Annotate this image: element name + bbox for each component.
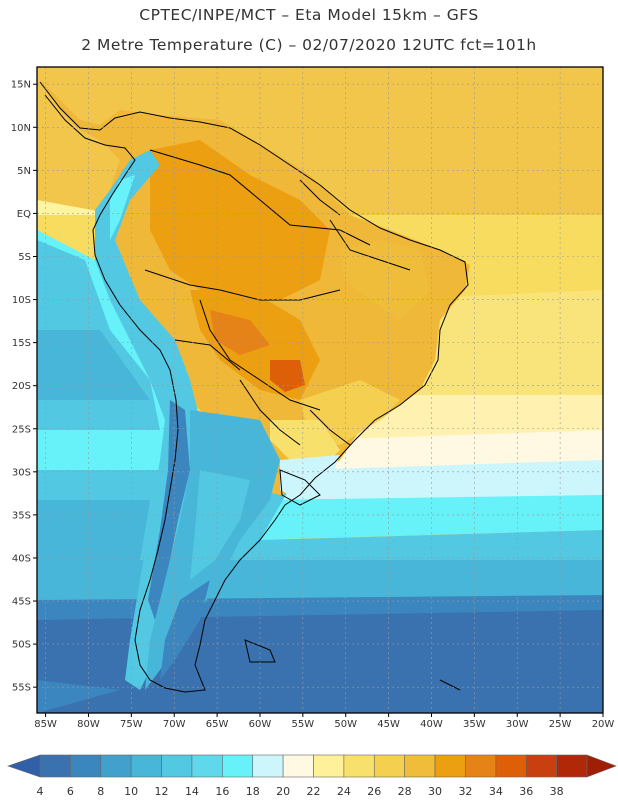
colorbar-swatch xyxy=(70,754,102,778)
lat-label: 10N xyxy=(11,123,31,134)
colorbar-swatch xyxy=(495,754,527,778)
lon-label: 50W xyxy=(334,719,357,730)
colorbar-swatch xyxy=(161,754,193,778)
latitude-axis: 15N 10N 5N EQ 5S 10S 15S 20S 25S 30S 35S 40S 45S 50S 5… xyxy=(11,80,37,694)
colorbar: 4 6 8 10 12 14 16 18 20 22 24 26 28 30 32 34 36 38 xyxy=(7,754,617,798)
map-frame xyxy=(36,66,604,714)
colorbar-swatch xyxy=(100,754,132,778)
lat-label: 55S xyxy=(12,683,31,694)
lon-label: 35W xyxy=(463,719,486,730)
lon-label: 75W xyxy=(120,719,143,730)
lon-label: 45W xyxy=(377,719,400,730)
lon-label: 60W xyxy=(249,719,272,730)
colorbar-label: 14 xyxy=(185,785,199,798)
colorbar-swatch xyxy=(282,754,314,778)
colorbar-swatch xyxy=(191,754,223,778)
colorbar-label: 38 xyxy=(550,785,564,798)
lat-label: 50S xyxy=(12,640,31,651)
colorbar-swatch xyxy=(252,754,284,778)
colorbar-swatch xyxy=(222,754,254,778)
colorbar-label: 32 xyxy=(458,785,472,798)
lat-label: 5N xyxy=(17,166,31,177)
lat-label: 30S xyxy=(12,467,31,478)
colorbar-label: 12 xyxy=(155,785,169,798)
colorbar-swatch xyxy=(556,754,588,778)
colorbar-label: 30 xyxy=(428,785,442,798)
graticule xyxy=(37,67,604,713)
longitude-axis: 85W 80W 75W 70W 65W 60W 55W 50W 45W 40W 35W 30W 25W 2… xyxy=(34,713,614,730)
lat-label: 15S xyxy=(12,338,31,349)
colorbar-swatch xyxy=(313,754,345,778)
colorbar-label: 10 xyxy=(124,785,138,798)
colorbar-swatch xyxy=(130,754,162,778)
lon-label: 20W xyxy=(592,719,615,730)
lat-label: 40S xyxy=(12,553,31,564)
colorbar-label: 26 xyxy=(367,785,381,798)
lat-label: 15N xyxy=(11,80,31,91)
lon-label: 80W xyxy=(77,719,100,730)
coastlines xyxy=(39,81,469,693)
lon-label: 70W xyxy=(163,719,186,730)
colorbar-swatch xyxy=(465,754,497,778)
title-line-1: CPTEC/INPE/MCT – Eta Model 15km – GFS xyxy=(139,6,479,24)
lat-label: 20S xyxy=(12,381,31,392)
colorbar-label: 18 xyxy=(246,785,260,798)
lat-label: EQ xyxy=(17,209,31,220)
lat-label: 35S xyxy=(12,510,31,521)
title-line-2: 2 Metre Temperature (C) – 02/07/2020 12U… xyxy=(81,36,537,54)
colorbar-label: 8 xyxy=(97,785,104,798)
colorbar-swatch xyxy=(39,754,71,778)
colorbar-low-arrow xyxy=(7,754,41,778)
lat-label: 10S xyxy=(12,295,31,306)
lon-label: 65W xyxy=(206,719,229,730)
colorbar-label: 16 xyxy=(215,785,229,798)
lat-label: 45S xyxy=(12,597,31,608)
colorbar-label: 36 xyxy=(519,785,533,798)
colorbar-label: 28 xyxy=(398,785,412,798)
lon-label: 55W xyxy=(292,719,315,730)
lon-label: 85W xyxy=(34,719,57,730)
lon-label: 30W xyxy=(506,719,529,730)
lat-label: 5S xyxy=(18,252,31,263)
colorbar-label: 24 xyxy=(337,785,351,798)
lat-label: 25S xyxy=(12,424,31,435)
lon-label: 40W xyxy=(420,719,443,730)
colorbar-label: 34 xyxy=(489,785,503,798)
colorbar-swatch xyxy=(434,754,466,778)
colorbar-swatch xyxy=(404,754,436,778)
temperature-field xyxy=(37,67,603,713)
colorbar-high-arrow xyxy=(586,754,617,778)
colorbar-label: 22 xyxy=(307,785,321,798)
colorbar-swatch xyxy=(525,754,557,778)
lon-label: 25W xyxy=(549,719,572,730)
colorbar-label: 20 xyxy=(276,785,290,798)
colorbar-swatch xyxy=(373,754,405,778)
colorbar-swatch xyxy=(343,754,375,778)
colorbar-label: 6 xyxy=(67,785,74,798)
colorbar-label: 4 xyxy=(37,785,44,798)
